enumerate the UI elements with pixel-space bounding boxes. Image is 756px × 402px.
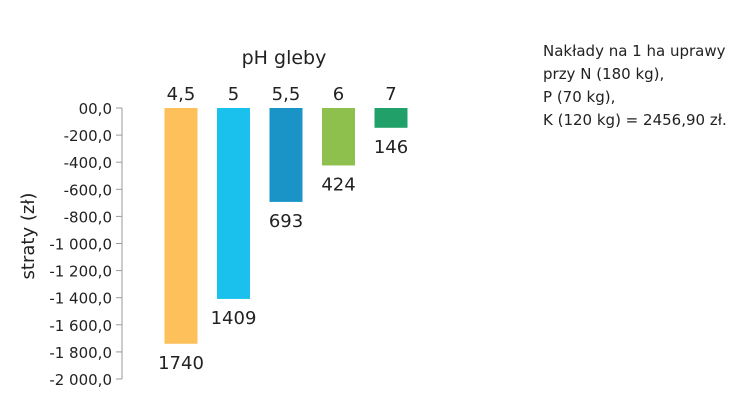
y-tick-label: -600,0: [64, 181, 112, 199]
category-label: 5,5: [272, 84, 301, 105]
note-line-4: K (120 kg) = 2456,90 zł.: [543, 111, 727, 129]
category-label: 6: [333, 84, 344, 105]
note-line-2: przy N (180 kg),: [543, 65, 665, 83]
bar: [269, 108, 303, 202]
y-tick-label: -200,0: [64, 127, 112, 145]
data-label: 1740: [158, 353, 204, 374]
y-tick-label: 00,0: [79, 100, 112, 118]
data-labels: 1740 1409 693 424 146: [158, 137, 408, 374]
y-axis-ticks: 00,0 -200,0 -400,0 -600,0 -800,0 -1 000,0 -1 2…: [49, 100, 112, 389]
bar: [322, 108, 355, 166]
note-line-1: Nakłady na 1 ha uprawy: [543, 42, 726, 60]
bar: [164, 108, 198, 344]
y-axis: [116, 107, 123, 380]
y-tick-label: -1 400,0: [49, 290, 112, 308]
bar-chart: pH gleby straty (zł) 00,0 -200,0 -400,0 -60…: [18, 47, 408, 389]
y-tick-label: -1 800,0: [49, 344, 112, 362]
chart-title: pH gleby: [242, 47, 327, 69]
y-tick-label: -400,0: [64, 154, 112, 172]
bar: [374, 108, 408, 128]
category-label: 5: [228, 84, 239, 105]
y-tick-label: -1 600,0: [49, 317, 112, 335]
note-line-3: P (70 kg),: [543, 88, 616, 106]
data-label: 424: [321, 174, 355, 195]
bar: [217, 108, 250, 299]
y-tick-label: -800,0: [64, 208, 112, 226]
y-tick-label: -2 000,0: [49, 371, 112, 389]
cost-note: Nakłady na 1 ha uprawy przy N (180 kg), …: [543, 40, 727, 132]
category-label: 7: [385, 84, 396, 105]
category-label: 4,5: [167, 84, 196, 105]
y-tick-label: -1 000,0: [49, 236, 112, 254]
y-axis-title: straty (zł): [18, 193, 39, 280]
bars: [164, 108, 408, 344]
data-label: 146: [374, 137, 408, 158]
data-label: 1409: [211, 308, 257, 329]
data-label: 693: [269, 211, 303, 232]
category-labels: 4,5 5 5,5 6 7: [167, 84, 397, 105]
y-tick-label: -1 200,0: [49, 263, 112, 281]
